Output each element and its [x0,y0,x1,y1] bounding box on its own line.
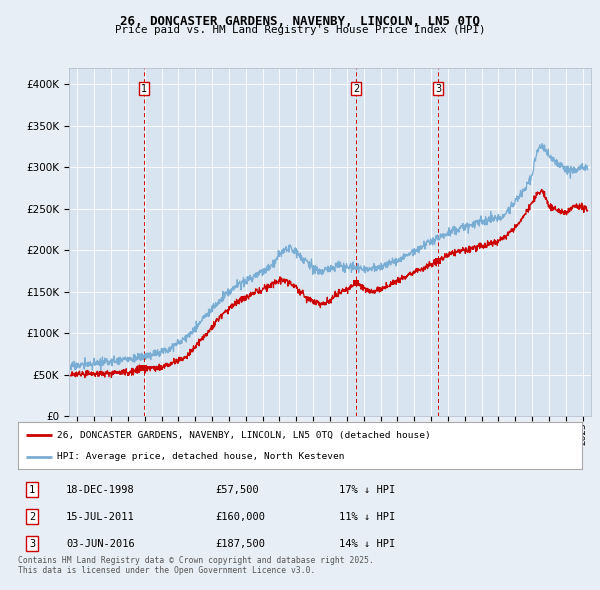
Text: 3: 3 [435,84,441,93]
Text: 26, DONCASTER GARDENS, NAVENBY, LINCOLN, LN5 0TQ: 26, DONCASTER GARDENS, NAVENBY, LINCOLN,… [120,15,480,28]
Text: 1: 1 [141,84,147,93]
Text: 15-JUL-2011: 15-JUL-2011 [66,512,134,522]
Text: 17% ↓ HPI: 17% ↓ HPI [340,484,396,494]
Text: 14% ↓ HPI: 14% ↓ HPI [340,539,396,549]
Text: £187,500: £187,500 [215,539,265,549]
Text: 18-DEC-1998: 18-DEC-1998 [66,484,134,494]
Text: 1: 1 [29,484,35,494]
Text: 2: 2 [353,84,359,93]
Text: 26, DONCASTER GARDENS, NAVENBY, LINCOLN, LN5 0TQ (detached house): 26, DONCASTER GARDENS, NAVENBY, LINCOLN,… [58,431,431,440]
Text: 2: 2 [29,512,35,522]
Text: 3: 3 [29,539,35,549]
Text: 11% ↓ HPI: 11% ↓ HPI [340,512,396,522]
Text: Price paid vs. HM Land Registry's House Price Index (HPI): Price paid vs. HM Land Registry's House … [115,25,485,35]
Text: HPI: Average price, detached house, North Kesteven: HPI: Average price, detached house, Nort… [58,453,345,461]
Text: £160,000: £160,000 [215,512,265,522]
Text: £57,500: £57,500 [215,484,259,494]
Text: 03-JUN-2016: 03-JUN-2016 [66,539,134,549]
Text: Contains HM Land Registry data © Crown copyright and database right 2025.
This d: Contains HM Land Registry data © Crown c… [18,556,374,575]
